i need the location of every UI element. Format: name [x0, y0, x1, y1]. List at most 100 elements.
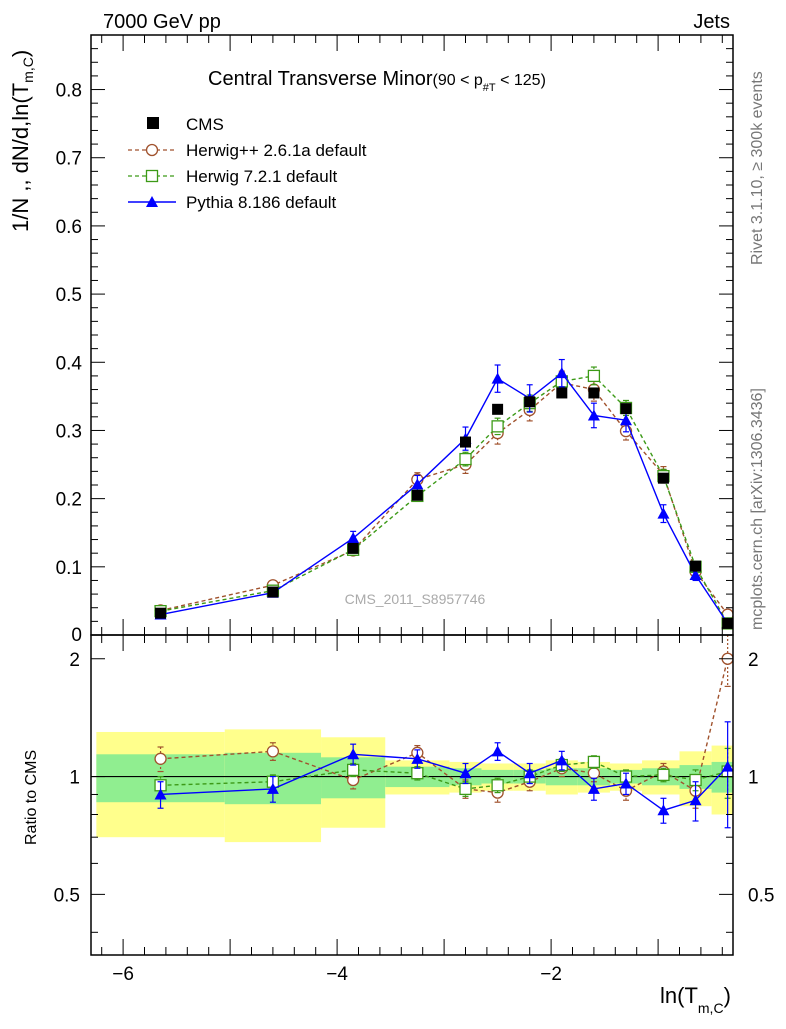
legend-marker-cms: [147, 117, 159, 129]
legend-label-herwig7: Herwig 7.2.1 default: [186, 167, 337, 186]
y-tick-label-zero: 0: [71, 625, 82, 646]
mcplots-label: mcplots.cern.ch [arXiv:1306.3436]: [749, 388, 766, 630]
data-point-pythia: [587, 409, 600, 421]
ratio-y-tick-label: 0.5: [54, 885, 80, 906]
y-tick-label: 0.8: [56, 81, 82, 102]
rivet-label: Rivet 3.1.10, ≥ 300k events: [749, 71, 766, 265]
data-point-cms: [556, 387, 568, 399]
ratio-y-tick-label: 2: [69, 650, 80, 671]
data-point-herwig7: [587, 369, 601, 383]
data-point-pythia: [491, 372, 504, 384]
series-line-pythia: [160, 372, 729, 624]
ratio-y-tick-label-right: 0.5: [748, 885, 774, 906]
y-tick-label: 0.4: [56, 353, 83, 374]
x-tick-label: −4: [326, 964, 348, 985]
ratio-point-pythia: [721, 760, 733, 772]
data-point-pythia: [555, 367, 568, 379]
header-energy: 7000 GeV pp: [103, 11, 221, 33]
axis-ticks: [91, 35, 733, 955]
legend-label-herwigpp: Herwig++ 2.6.1a default: [186, 141, 367, 160]
x-tick-label: −2: [540, 964, 562, 985]
y-tick-label: 0.1: [56, 558, 82, 579]
data-point-herwig7: [459, 452, 472, 466]
data-point-cms: [620, 403, 632, 415]
data-point-pythia: [689, 569, 702, 580]
chart-title-range-end: < 125): [496, 72, 546, 89]
ratio-point-pythia: [347, 748, 360, 760]
x-tick-label: −6: [112, 964, 134, 985]
data-point-pythia: [347, 532, 360, 544]
y-tick-label: 0.2: [56, 490, 82, 511]
ratio-plot-series: [154, 635, 733, 829]
ratio-point-pythia: [689, 794, 702, 806]
ratio-point-pythia: [266, 782, 279, 794]
legend: CMS Herwig++ 2.6.1a default Herwig 7.2.1…: [128, 115, 367, 212]
ratio-point-pythia: [411, 752, 424, 764]
ratio-point-pythia: [587, 782, 600, 794]
y-tick-label: 0.3: [56, 421, 82, 442]
header-process: Jets: [693, 11, 730, 33]
ratio-y-tick-label: 1: [69, 768, 80, 789]
chart-title-main: Central Transverse Minor: [208, 68, 433, 90]
series-line-herwigpp: [160, 381, 729, 615]
ratio-point-herwigpp: [587, 767, 601, 780]
data-point-cms: [492, 403, 504, 415]
chart-title: Central Transverse Minor(90 < p#T < 125): [208, 68, 546, 94]
ratio-point-pythia: [154, 788, 167, 800]
ratio-plot-frame: [90, 634, 734, 956]
y-tick-label: 0.7: [56, 149, 82, 170]
svg-text:Central Transverse Minor(90 <: Central Transverse Minor(90 < p#T < 125): [208, 68, 546, 94]
x-axis-label-end: ): [724, 983, 731, 1008]
data-point-cms: [460, 436, 471, 448]
data-point-cms: [657, 472, 669, 484]
ratio-point-herwig7: [346, 763, 360, 777]
data-point-cms: [588, 387, 600, 399]
ratio-y-tick-label-right: 1: [748, 768, 759, 789]
ratio-point-pythia: [491, 745, 504, 757]
ratio-point-herwig7: [657, 768, 670, 782]
legend-label-cms: CMS: [186, 115, 224, 134]
y-tick-label: 0.6: [56, 217, 82, 238]
data-point-cms: [524, 396, 536, 408]
y-axis-label-sub: m,C: [20, 57, 36, 83]
legend-marker-herwigpp: [145, 143, 159, 157]
ratio-point-herwig7: [491, 779, 504, 792]
data-point-cms: [411, 489, 423, 501]
svg-text:ln(Tm,C): ln(Tm,C): [660, 983, 731, 1016]
ratio-point-pythia: [459, 767, 472, 779]
ratio-point-pythia: [620, 777, 632, 789]
ratio-point-pythia: [657, 804, 670, 816]
data-point-pythia: [411, 478, 424, 490]
x-axis-label: ln(Tm,C): [660, 983, 731, 1016]
main-plot-series: [154, 358, 733, 630]
legend-marker-herwig7: [145, 169, 159, 183]
y-axis-label: 1/N ,, dN/d,ln(Tm,C): [8, 50, 36, 232]
ratio-point-pythia: [555, 754, 568, 766]
x-axis-label-main: ln(T: [660, 983, 698, 1008]
chart-title-sub: #T: [483, 82, 496, 94]
ratio-point-herwigpp: [154, 752, 167, 765]
chart-title-range: (90 < p: [433, 72, 483, 89]
ratio-uncertainty-bands: [96, 729, 733, 843]
data-point-cms: [722, 617, 733, 629]
data-point-cms: [690, 560, 702, 572]
ratio-point-herwigpp: [266, 745, 280, 758]
y-axis-label-main: 1/N ,, dN/d,ln(T: [8, 83, 33, 232]
data-point-cms: [347, 542, 359, 554]
ratio-point-herwig7: [459, 782, 472, 796]
legend-label-pythia: Pythia 8.186 default: [186, 193, 337, 212]
data-point-pythia: [657, 507, 670, 519]
data-point-pythia: [620, 414, 632, 426]
analysis-watermark: CMS_2011_S8957746: [345, 591, 486, 607]
data-point-herwig7: [491, 420, 504, 433]
axis-tick-labels: 0 0.1 0.2 0.3 0.4 0.5 0.6 0.7 0.8 −6 −4 −2 0.5 0.5 1 1…: [54, 81, 775, 985]
data-point-cms: [267, 586, 279, 598]
ratio-point-herwig7: [587, 755, 601, 769]
series-line-herwig7: [160, 375, 729, 624]
ratio-y-tick-label-right: 2: [748, 650, 759, 671]
legend-marker-pythia: [146, 196, 158, 207]
y-axis-label-end: ): [8, 50, 33, 57]
ratio-point-pythia: [523, 767, 536, 779]
